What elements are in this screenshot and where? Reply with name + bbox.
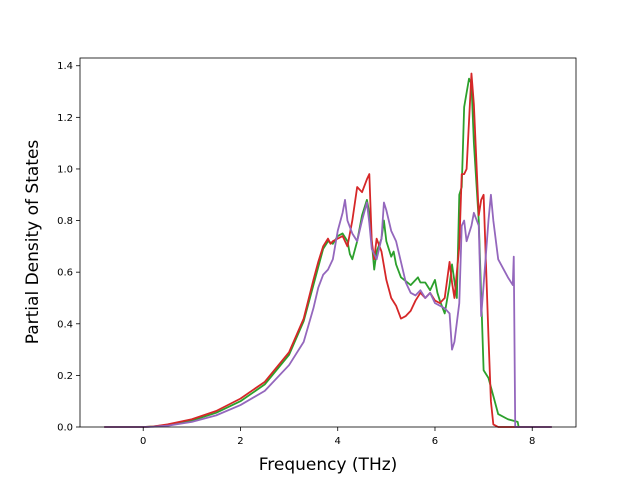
y-tick-label: 0.0: [57, 423, 73, 434]
y-axis: 0.0 0.2 0.4 0.6 0.8 1.0 1.2 1.4: [57, 61, 80, 434]
plot-frame: [79, 57, 577, 428]
x-axis: 0 2 4 6 8: [140, 427, 535, 447]
x-tick-label: 2: [237, 436, 243, 447]
y-tick-label: 0.6: [57, 268, 73, 279]
series-layer: [104, 72, 552, 428]
y-tick-label: 0.8: [57, 216, 73, 227]
x-axis-label: Frequency (THz): [259, 455, 398, 475]
x-tick-label: 8: [529, 436, 535, 447]
series-line-2: [104, 72, 552, 428]
series-line-3: [104, 193, 552, 428]
y-tick-label: 0.4: [57, 319, 73, 330]
y-tick-label: 0.2: [57, 371, 73, 382]
y-axis-label: Partial Density of States: [23, 140, 43, 345]
y-tick-label: 1.0: [57, 164, 73, 175]
x-tick-label: 4: [335, 436, 341, 447]
y-tick-label: 1.2: [57, 113, 73, 124]
x-tick-label: 0: [140, 436, 146, 447]
x-tick-label: 6: [432, 436, 438, 447]
y-tick-label: 1.4: [57, 61, 73, 72]
